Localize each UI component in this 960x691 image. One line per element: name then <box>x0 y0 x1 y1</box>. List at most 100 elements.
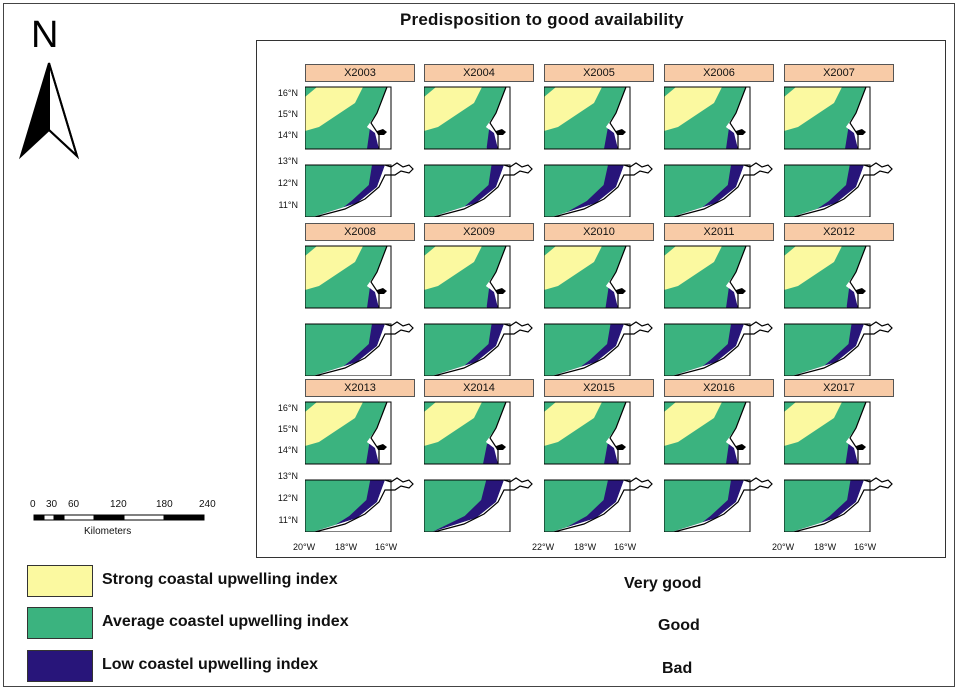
year-panel: X2013 <box>305 379 415 532</box>
coastline <box>553 321 653 376</box>
latitude-tick-label: 11°N <box>278 200 298 210</box>
coastline <box>489 86 507 149</box>
figure-frame <box>3 3 955 687</box>
coastline <box>849 245 867 308</box>
upwelling-map <box>784 86 894 217</box>
panel-year-label: X2006 <box>664 64 774 82</box>
coastline <box>553 162 653 217</box>
longitude-tick-label: 20°W <box>772 542 795 552</box>
year-panel: X2011 <box>664 223 774 376</box>
longitude-tick-label: 18°W <box>574 542 597 552</box>
strong-upwelling-zone <box>784 87 842 131</box>
latitude-tick-label: 11°N <box>278 515 298 525</box>
coastline <box>609 401 627 464</box>
scale-tick-label: 60 <box>68 499 80 510</box>
strong-upwelling-zone <box>664 87 722 131</box>
longitude-tick-label: 18°W <box>814 542 837 552</box>
average-upwelling-zone <box>664 480 744 532</box>
upwelling-map <box>544 86 654 217</box>
panel-year-label: X2012 <box>784 223 894 241</box>
legend-quality-label: Very good <box>624 575 702 592</box>
legend-quality-label: Bad <box>662 660 693 677</box>
latitude-tick-label: 13°N <box>277 156 298 166</box>
panel-year-label: X2009 <box>424 223 534 241</box>
upwelling-map <box>664 401 774 532</box>
year-panel: X2009 <box>424 223 534 376</box>
coastline <box>314 477 414 532</box>
strong-upwelling-zone <box>305 402 363 446</box>
strong-upwelling-zone <box>544 402 602 446</box>
figure-title: Predisposition to good availability <box>400 10 684 29</box>
legend-label: Average coastel upwelling index <box>102 613 349 630</box>
strong-upwelling-zone <box>424 402 482 446</box>
upwelling-map <box>305 401 415 532</box>
north-letter: N <box>31 14 59 56</box>
year-panel: X2016 <box>664 379 774 532</box>
longitude-tick-label: 20°W <box>293 542 316 552</box>
legend-quality-label: Good <box>658 617 700 634</box>
coastline <box>793 162 893 217</box>
coastline <box>609 245 627 308</box>
low-upwelling-zone <box>552 480 624 532</box>
strong-upwelling-zone <box>784 402 842 446</box>
scale-segment <box>43 514 55 521</box>
coastline <box>370 401 388 464</box>
longitude-tick-label: 16°W <box>614 542 637 552</box>
low-upwelling-zone <box>792 480 864 532</box>
strong-upwelling-zone <box>305 87 363 131</box>
panel-year-label: X2010 <box>544 223 654 241</box>
year-panel: X2008 <box>305 223 415 376</box>
year-panel: X2003 <box>305 64 415 217</box>
latitude-tick-label: 16°N <box>277 403 298 413</box>
strong-upwelling-zone <box>664 246 722 290</box>
upwelling-map <box>424 401 534 532</box>
scale-segment <box>163 514 205 521</box>
strong-upwelling-zone <box>664 402 722 446</box>
coastline <box>673 477 773 532</box>
latitude-tick-label: 15°N <box>277 424 298 434</box>
upwelling-map <box>784 245 894 376</box>
coastline <box>489 401 507 464</box>
panel-year-label: X2008 <box>305 223 415 241</box>
coastline <box>673 321 773 376</box>
average-upwelling-zone <box>424 324 504 376</box>
upwelling-map <box>664 245 774 376</box>
latitude-tick-label: 12°N <box>277 178 298 188</box>
legend-swatch <box>27 650 93 682</box>
upwelling-map <box>305 86 415 217</box>
latitude-tick-label: 13°N <box>277 471 298 481</box>
scale-unit-label: Kilometers <box>84 526 132 537</box>
panel-year-label: X2003 <box>305 64 415 82</box>
year-panel: X2010 <box>544 223 654 376</box>
year-panel: X2014 <box>424 379 534 532</box>
strong-upwelling-zone <box>424 87 482 131</box>
scale-tick-label: 0 <box>30 499 36 510</box>
map-grid-box <box>256 40 946 558</box>
year-panel: X2007 <box>784 64 894 217</box>
average-upwelling-zone <box>305 324 385 376</box>
coastline <box>729 86 747 149</box>
coastline <box>314 321 414 376</box>
scale-tick-label: 180 <box>156 499 173 510</box>
upwelling-map <box>424 86 534 217</box>
year-panel: X2012 <box>784 223 894 376</box>
strong-upwelling-zone <box>544 87 602 131</box>
scale-segment <box>53 514 65 521</box>
scale-segment <box>123 514 165 521</box>
low-upwelling-zone <box>486 129 498 149</box>
average-upwelling-zone <box>784 165 864 217</box>
coastline <box>609 86 627 149</box>
average-upwelling-zone <box>305 480 385 532</box>
coastline <box>370 86 388 149</box>
latitude-tick-label: 14°N <box>277 130 298 140</box>
low-upwelling-zone <box>313 480 385 532</box>
latitude-tick-label: 15°N <box>277 109 298 119</box>
coastline <box>849 401 867 464</box>
scale-segment <box>33 514 45 521</box>
legend-label: Strong coastal upwelling index <box>102 571 338 588</box>
strong-upwelling-zone <box>784 246 842 290</box>
panel-year-label: X2013 <box>305 379 415 397</box>
low-upwelling-zone <box>432 480 504 532</box>
scale-tick-label: 240 <box>199 499 216 510</box>
strong-upwelling-zone <box>544 246 602 290</box>
